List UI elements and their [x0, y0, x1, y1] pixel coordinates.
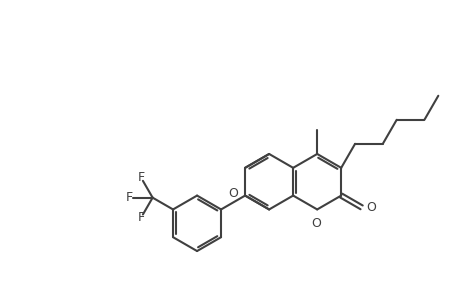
Text: O: O	[311, 218, 320, 230]
Text: O: O	[228, 187, 237, 200]
Text: F: F	[125, 191, 133, 204]
Text: O: O	[366, 201, 375, 214]
Text: F: F	[137, 212, 144, 224]
Text: F: F	[137, 171, 144, 184]
